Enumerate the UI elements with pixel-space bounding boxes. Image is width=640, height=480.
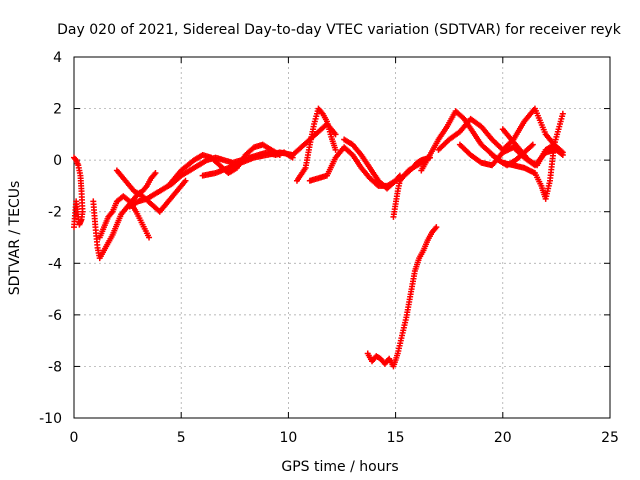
data-point <box>332 131 339 138</box>
data-point <box>528 142 535 149</box>
y-tick-label: -10 <box>39 411 62 427</box>
y-tick-label: 4 <box>53 50 62 66</box>
plot-frame <box>73 56 611 419</box>
y-tick-label: 0 <box>53 153 62 169</box>
x-tick-label: 10 <box>279 430 297 446</box>
y-tick-label: -2 <box>48 205 62 221</box>
data-point <box>152 170 159 177</box>
chart-title: Day 020 of 2021, Sidereal Day-to-day VTE… <box>57 22 622 38</box>
x-tick-label: 25 <box>601 430 619 446</box>
axis-ticks: 0 5 10 15 20 25 -10 -8 -6 -4 -2 0 2 4 <box>39 50 619 446</box>
x-tick-label: 20 <box>494 430 512 446</box>
data-point <box>559 110 566 117</box>
data-point <box>558 148 565 155</box>
y-tick-label: -8 <box>48 359 62 375</box>
x-tick-label: 0 <box>70 430 79 446</box>
y-tick-label: -6 <box>48 308 62 324</box>
y-axis-label: SDTVAR / TECUs <box>7 181 23 296</box>
data-points <box>71 105 566 370</box>
data-point <box>146 234 153 241</box>
y-tick-label: 2 <box>53 102 62 118</box>
grid <box>74 57 610 418</box>
data-point <box>182 177 189 184</box>
data-point <box>529 141 536 148</box>
x-axis-label: GPS time / hours <box>281 459 398 475</box>
data-point <box>332 146 339 153</box>
data-point <box>433 224 440 231</box>
data-point <box>71 224 77 231</box>
x-tick-label: 15 <box>387 430 405 446</box>
x-tick-label: 5 <box>177 430 186 446</box>
data-point <box>559 149 566 156</box>
y-tick-label: -4 <box>48 256 62 272</box>
